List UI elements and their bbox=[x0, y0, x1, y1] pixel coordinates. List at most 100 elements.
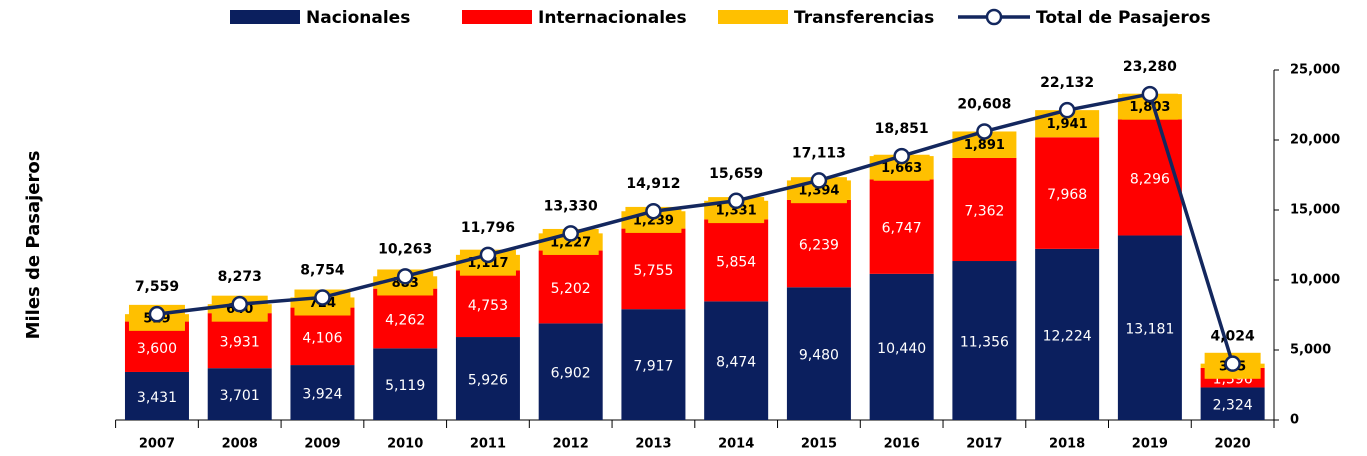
data-label: 1,227 bbox=[550, 235, 591, 250]
total-label: 11,796 bbox=[461, 220, 515, 236]
data-label: 3,924 bbox=[302, 387, 342, 403]
legend-swatch bbox=[230, 10, 300, 24]
total-label: 14,912 bbox=[626, 176, 680, 192]
bar-segment bbox=[869, 273, 934, 420]
total-label: 7,559 bbox=[135, 279, 179, 295]
data-label: 5,755 bbox=[633, 263, 673, 279]
bar-segment bbox=[621, 228, 686, 310]
data-label: 3,600 bbox=[137, 341, 177, 357]
line-marker bbox=[396, 268, 414, 285]
bar-segment bbox=[455, 270, 520, 338]
bar-segment bbox=[124, 371, 189, 420]
data-label: 1,331 bbox=[716, 204, 757, 219]
x-tick-label: 2015 bbox=[801, 437, 837, 452]
data-label: 6,239 bbox=[799, 238, 839, 254]
y-axis-label: Miles de Pasajeros bbox=[23, 151, 44, 340]
x-tick-label: 2017 bbox=[966, 437, 1002, 452]
total-label: 8,273 bbox=[218, 269, 262, 285]
total-label: 13,330 bbox=[544, 198, 598, 214]
line-marker bbox=[562, 225, 579, 242]
data-label: 1,941 bbox=[1047, 117, 1088, 132]
y-tick-label: 0 bbox=[1290, 413, 1299, 428]
bar-segment bbox=[704, 301, 769, 420]
x-tick-label: 2019 bbox=[1132, 437, 1168, 452]
y-tick-label: 25,000 bbox=[1290, 63, 1340, 78]
bar-segment bbox=[207, 313, 272, 369]
x-tick-label: 2011 bbox=[470, 437, 506, 452]
data-label: 9,480 bbox=[799, 348, 839, 364]
line-marker bbox=[231, 295, 248, 313]
line-marker bbox=[1141, 85, 1159, 103]
x-tick-label: 2013 bbox=[635, 437, 671, 452]
bar-segment bbox=[952, 261, 1017, 420]
data-label: 4,262 bbox=[385, 313, 425, 329]
legend-label: Internacionales bbox=[538, 8, 687, 28]
x-tick-label: 2014 bbox=[718, 437, 754, 452]
data-label: 5,926 bbox=[468, 373, 508, 389]
data-label: 5,202 bbox=[551, 281, 591, 297]
data-label: 12,224 bbox=[1043, 328, 1092, 344]
bar-segment bbox=[290, 307, 355, 366]
y-tick-label: 5,000 bbox=[1290, 343, 1331, 358]
legend-swatch bbox=[718, 10, 788, 24]
data-label: 1,663 bbox=[881, 161, 922, 176]
total-label: 10,263 bbox=[378, 241, 432, 257]
x-tick-label: 2018 bbox=[1049, 437, 1085, 452]
line-marker bbox=[314, 289, 331, 306]
total-label: 15,659 bbox=[709, 166, 763, 182]
data-label: 3,701 bbox=[220, 388, 260, 404]
legend-label: Transferencias bbox=[794, 8, 934, 28]
bar-segment bbox=[1035, 248, 1100, 420]
bar-segment bbox=[455, 337, 520, 420]
data-label: 7,917 bbox=[633, 359, 673, 375]
y-tick-label: 20,000 bbox=[1290, 133, 1340, 148]
total-label: 22,132 bbox=[1040, 75, 1094, 91]
data-label: 5,854 bbox=[716, 254, 756, 270]
total-label: 4,024 bbox=[1210, 329, 1255, 345]
data-label: 8,474 bbox=[716, 355, 756, 371]
x-tick-label: 2012 bbox=[553, 437, 589, 452]
total-label: 18,851 bbox=[875, 121, 929, 137]
bar-segment bbox=[538, 323, 603, 420]
bar-segment bbox=[869, 179, 934, 274]
line-marker bbox=[645, 202, 662, 220]
legend-label: Total de Pasajeros bbox=[1036, 8, 1211, 28]
x-tick-label: 2009 bbox=[304, 437, 340, 452]
y-tick-label: 10,000 bbox=[1290, 273, 1340, 288]
bar-segment bbox=[621, 309, 686, 420]
bar-segment bbox=[786, 199, 851, 288]
data-label: 8,296 bbox=[1130, 171, 1170, 187]
legend-swatch bbox=[462, 10, 532, 24]
bar-segment bbox=[952, 157, 1017, 262]
data-label: 13,181 bbox=[1125, 322, 1174, 338]
line-marker bbox=[148, 305, 166, 323]
total-label: 8,754 bbox=[300, 262, 345, 278]
data-label: 6,902 bbox=[551, 366, 591, 382]
data-label: 1,891 bbox=[964, 138, 1005, 153]
x-tick-label: 2008 bbox=[222, 437, 258, 452]
data-label: 6,747 bbox=[882, 221, 922, 237]
bar-segment bbox=[1117, 119, 1182, 236]
bar-segment bbox=[373, 288, 438, 349]
bar-segment bbox=[704, 219, 769, 302]
data-label: 4,753 bbox=[468, 298, 508, 314]
data-label: 7,362 bbox=[964, 203, 1004, 219]
legend-label: Nacionales bbox=[306, 8, 410, 28]
data-label: 1,117 bbox=[467, 256, 508, 271]
data-label: 5,119 bbox=[385, 378, 425, 394]
bar-segment bbox=[1117, 235, 1182, 420]
bar-segment bbox=[1200, 387, 1265, 420]
line-marker bbox=[479, 246, 497, 264]
data-label: 10,440 bbox=[877, 341, 926, 357]
bar-segment bbox=[290, 365, 355, 420]
line-marker bbox=[810, 172, 828, 189]
bar-segment bbox=[207, 368, 272, 420]
data-label: 2,324 bbox=[1213, 398, 1253, 414]
data-label: 4,106 bbox=[302, 330, 342, 346]
x-tick-label: 2020 bbox=[1215, 437, 1251, 452]
bar-segment bbox=[538, 250, 603, 324]
line-marker bbox=[976, 123, 993, 140]
line bbox=[156, 92, 1235, 365]
data-label: 1,394 bbox=[798, 184, 839, 199]
